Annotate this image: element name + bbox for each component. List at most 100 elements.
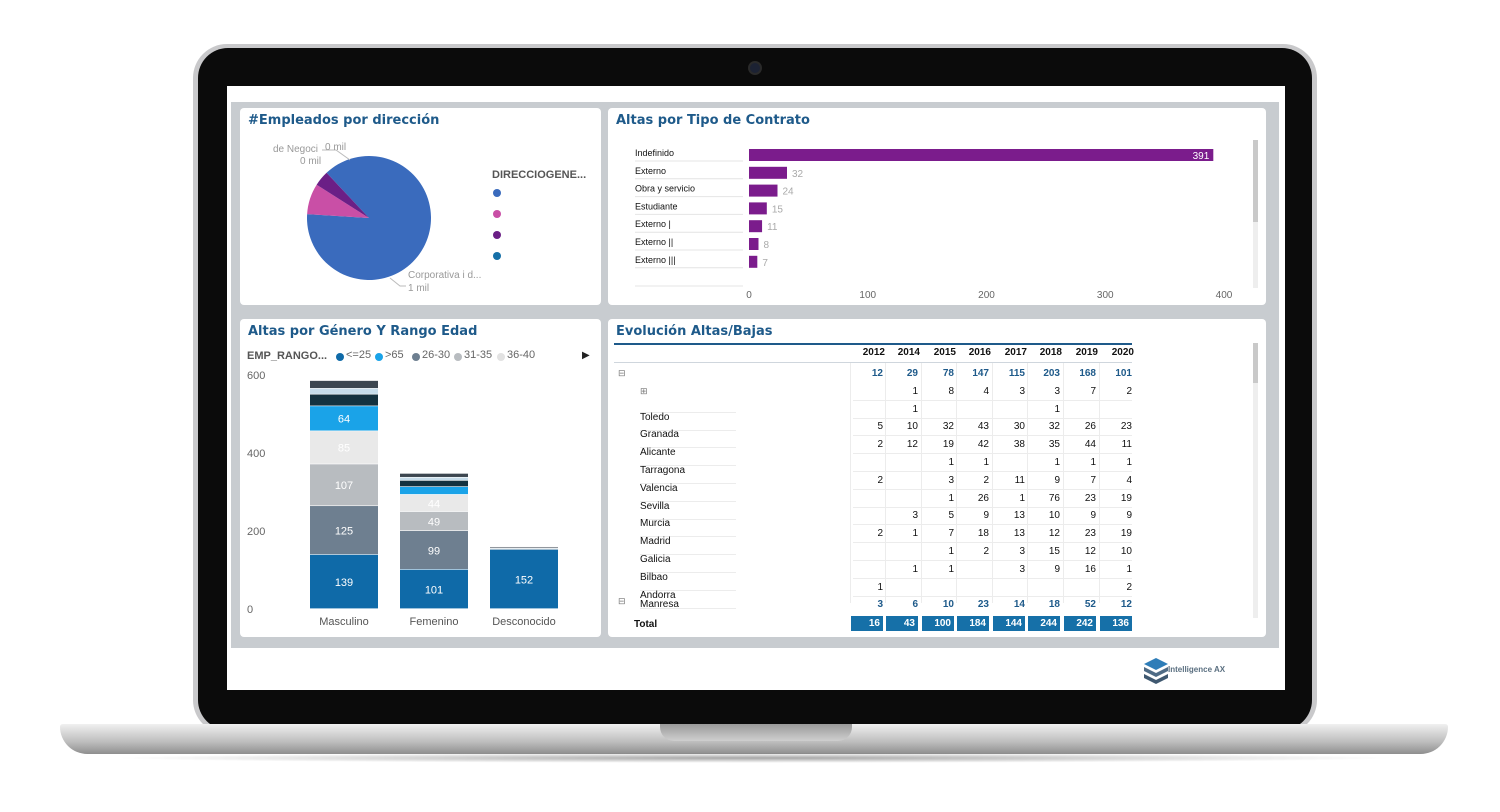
matrix-scrollbar-thumb[interactable] [1253,343,1258,383]
contract-bar-chart[interactable]: Indefinido 391 Externo 32 Obra y servicio 24 E… [608,108,1266,305]
contract-panel[interactable]: Altas por Tipo de Contrato Indefinido 391… [608,108,1266,305]
gender-legend-dot[interactable] [412,353,420,361]
matrix-cell: 16 [1084,563,1096,575]
matrix-total-cell: 184 [957,616,989,631]
matrix-cell: 3 [912,510,918,522]
pie-legend-dot[interactable] [493,189,501,197]
matrix-cell: 7 [1090,474,1096,486]
matrix-cell: 1 [983,457,989,468]
gender-bar-segment[interactable] [400,531,468,570]
gender-category-label: Desconocido [492,616,556,628]
gender-data-label: 139 [335,577,353,589]
contract-bar[interactable] [749,202,767,215]
gender-legend-dot[interactable] [454,353,462,361]
gender-bar-segment[interactable] [490,546,558,548]
gender-stacked-chart[interactable]: 0 200 400 600 139 125 107 85 64 Masculino 101 99 49 4… [240,319,601,637]
pie-label-top-value2: 0 mil [300,156,322,167]
gender-bar-segment[interactable] [310,554,378,609]
matrix-cell: 3 [1019,546,1025,557]
logo-text: Intelligence AX [1168,665,1226,674]
matrix-label-line [640,607,736,609]
pie-chart[interactable] [240,108,601,305]
matrix-cell: 10 [1048,510,1060,522]
legend-next-icon[interactable]: ▶ [582,350,590,361]
matrix-label-line [640,589,736,591]
gender-bar-segment[interactable] [490,549,558,609]
matrix-cell: 12 [1120,599,1132,611]
matrix-cell: 1 [912,385,918,397]
gender-y-tick: 400 [247,448,265,460]
evolution-matrix[interactable]: 2012 2014 2015 2016 2017 2018 2019 2020 ⊟ 12 29 78 1… [608,319,1266,637]
matrix-row-label: Tarragona [640,465,686,476]
matrix-cell: 9 [1054,474,1060,486]
matrix-cell: 26 [977,492,989,504]
matrix-cell: 2 [983,546,989,557]
matrix-cell: 1 [1019,492,1025,504]
contract-bar[interactable] [749,238,759,250]
contract-scrollbar[interactable] [1253,140,1258,288]
contract-category-label: Externo [635,166,666,176]
contract-bar[interactable] [749,255,758,268]
gender-bar-segment[interactable] [310,464,378,506]
matrix-row-label: Sevilla [640,500,670,512]
matrix-col-line [921,363,922,603]
matrix-row-label: Murcia [640,518,671,530]
matrix-cell: 5 [948,510,954,522]
gender-bar-segment[interactable] [400,473,468,477]
gender-bar-segment[interactable] [400,480,468,487]
matrix-col-line [1027,363,1028,603]
matrix-label-line [640,536,736,538]
matrix-cell: 32 [1048,421,1060,433]
gender-legend-label: 36-40 [507,349,536,361]
pie-slice[interactable] [307,184,369,218]
gender-legend-label: <=25 [346,349,372,361]
gender-bar-segment[interactable] [400,486,468,495]
contract-bar[interactable] [749,220,763,233]
matrix-cell: 101 [1115,368,1132,379]
gender-bar-segment[interactable] [400,477,468,481]
matrix-expander-icon: ⊟ [618,596,626,607]
gender-legend-label: 31-35 [464,349,493,361]
contract-bar[interactable] [749,166,787,179]
matrix-scrollbar[interactable] [1253,343,1258,618]
gender-bar-segment[interactable] [310,406,378,431]
matrix-cell: 9 [983,510,989,522]
matrix-cell: 9 [1090,510,1096,522]
gender-bar-segment[interactable] [310,380,378,389]
gender-bar-segment[interactable] [400,511,468,531]
contract-x-tick: 0 [746,290,752,301]
matrix-cell: 15 [1048,546,1060,557]
pie-legend-dot[interactable] [493,210,501,218]
gender-legend-dot[interactable] [336,353,344,361]
matrix-cell: 30 [1013,421,1025,433]
gender-panel[interactable]: Altas por Género Y Rango Edad EMP_RANGO.… [240,319,601,637]
matrix-col-line [992,363,993,603]
matrix-row-label: Galicia [640,554,671,565]
matrix-col-line [850,363,851,603]
gender-data-label: 125 [335,525,353,537]
pie-slice[interactable] [316,172,369,218]
gender-bar-segment[interactable] [310,388,378,394]
evolution-panel[interactable]: Evolución Altas/Bajas 2012 2014 2015 2016 20… [608,319,1266,637]
gender-data-label: 44 [428,498,440,510]
gender-bar-segment[interactable] [400,569,468,609]
pie-legend-dot[interactable] [493,231,501,239]
matrix-cell: 2 [877,439,883,451]
gender-legend-dot[interactable] [375,353,383,361]
pie-legend-dot[interactable] [493,252,501,260]
matrix-row-label: Granada [640,429,679,441]
gender-legend-dot[interactable] [497,353,505,361]
pie-leader-line [322,149,351,161]
matrix-cell: 2 [877,528,883,540]
gender-bar-segment[interactable] [310,431,378,464]
contract-bar[interactable] [749,184,778,197]
contract-scrollbar-thumb[interactable] [1253,140,1258,222]
matrix-row-label: Bilbao [640,571,668,583]
matrix-cell: 19 [1120,528,1132,540]
pie-panel[interactable]: #Empleados por dirección de Negoci 0 mil… [240,108,601,305]
matrix-cell: 3 [877,599,883,611]
gender-bar-segment[interactable] [400,494,468,512]
gender-bar-segment[interactable] [310,506,378,555]
contract-bar[interactable] [749,149,1214,161]
gender-bar-segment[interactable] [310,394,378,406]
